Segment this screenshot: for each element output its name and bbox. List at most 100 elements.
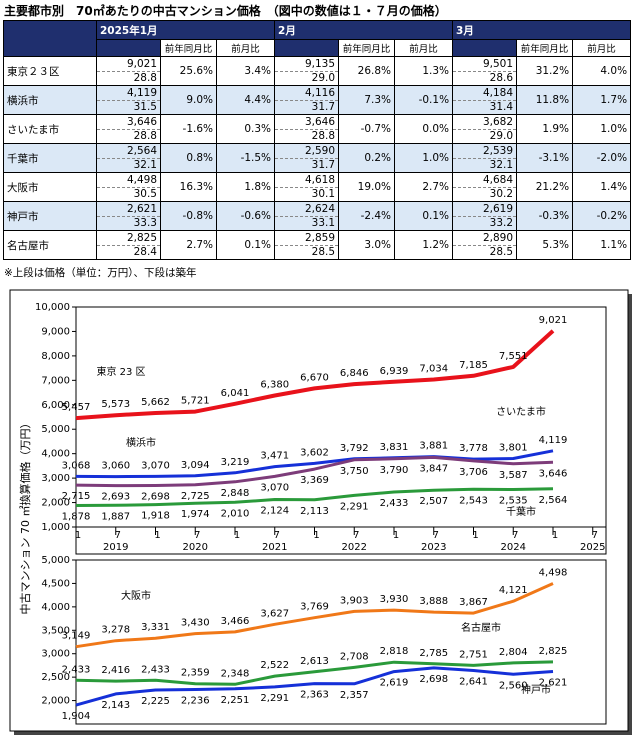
- mom-change: 1.4%: [572, 172, 632, 202]
- subheader: 前年同月比: [516, 39, 574, 57]
- building-age: 32.1: [133, 158, 157, 171]
- city-row: 名古屋市 2,825 28.4 2.7% 0.1% 2,859 28.5 3.0% 1.2% 2,…: [3, 230, 632, 260]
- data-label: 7,551: [499, 351, 528, 362]
- data-label: 2,715: [62, 491, 91, 502]
- data-label: 3,930: [380, 594, 409, 605]
- mom-change: 1.1%: [572, 230, 632, 260]
- city-name: 千葉市: [3, 143, 97, 173]
- data-label: 3,888: [419, 596, 448, 607]
- data-label: 2,619: [380, 678, 409, 689]
- data-label: 3,790: [380, 465, 409, 476]
- data-label: 2,363: [300, 690, 329, 701]
- header-row: 2025年1月 2月 3月: [3, 20, 632, 57]
- data-label: 5,573: [101, 399, 130, 410]
- data-label: 2,535: [499, 495, 528, 506]
- series-label: 横浜市: [126, 436, 156, 449]
- price-table: 2025年1月 2月 3月 前年同月比 前月比 前年同月比 前月比 前年同月比 前月比 東京２３区…: [3, 20, 632, 260]
- series-label: 名古屋市: [461, 621, 501, 634]
- price: 4,498: [97, 174, 160, 188]
- data-label: 3,471: [260, 451, 289, 462]
- price: 3,682: [453, 116, 517, 130]
- data-label: 2,564: [539, 495, 568, 506]
- price-age-cell: 2,539 32.1: [452, 143, 518, 173]
- price-age-cell: 4,684 30.2: [452, 172, 518, 202]
- city-name: 東京２３区: [3, 56, 97, 86]
- price-age-cell: 4,116 31.7: [274, 85, 340, 115]
- subheader-blank: [96, 39, 161, 57]
- x-tick-label: 7: [433, 530, 439, 541]
- yoy-change: 11.8%: [516, 85, 574, 115]
- yoy-change: -0.8%: [160, 201, 217, 231]
- mom-change: 2.7%: [394, 172, 454, 202]
- data-label: 3,060: [101, 461, 130, 472]
- building-age: 28.4: [133, 245, 157, 258]
- data-label: 2,621: [539, 677, 568, 688]
- price-age-cell: 2,619 33.2: [452, 201, 518, 231]
- price-age-cell: 3,682 29.0: [452, 114, 518, 144]
- data-label: 3,903: [340, 595, 369, 606]
- city-name: 横浜市: [3, 85, 97, 115]
- plot-area: [75, 559, 607, 725]
- building-age: 33.3: [133, 216, 157, 229]
- series-line: [75, 329, 555, 421]
- building-age: 33.2: [489, 216, 514, 229]
- series-line: [75, 487, 554, 507]
- data-label: 2,708: [340, 651, 369, 662]
- price: 9,135: [275, 58, 339, 72]
- data-label: 2,751: [459, 649, 488, 660]
- data-label: 6,380: [260, 379, 289, 390]
- x-tick-label: 1: [552, 530, 558, 541]
- x-tick-label: 7: [115, 530, 121, 541]
- data-label: 7,185: [459, 360, 488, 371]
- data-label: 2,825: [539, 646, 568, 657]
- data-label: 3,278: [101, 625, 130, 636]
- building-age: 29.0: [311, 71, 336, 84]
- data-label: 5,662: [141, 397, 170, 408]
- mom-change: 1.0%: [394, 143, 454, 173]
- data-label: 2,560: [499, 680, 528, 691]
- price-age-cell: 9,021 28.8: [96, 56, 161, 86]
- yoy-change: 0.2%: [338, 143, 396, 173]
- year-label: 2021: [262, 542, 287, 553]
- series-label: 大阪市: [121, 589, 151, 602]
- price-age-cell: 9,501 28.6: [452, 56, 518, 86]
- price: 4,119: [97, 87, 160, 101]
- y-tick-label: 7,000: [41, 375, 70, 386]
- building-age: 28.8: [133, 129, 157, 142]
- building-age: 31.5: [133, 100, 157, 113]
- data-label: 3,094: [181, 460, 210, 471]
- x-tick-label: 1: [472, 530, 478, 541]
- yoy-change: 5.3%: [516, 230, 574, 260]
- series-label: 東京 23 区: [96, 365, 145, 378]
- data-label: 6,670: [300, 372, 329, 383]
- data-label: 2,359: [181, 668, 210, 679]
- building-age: 30.1: [311, 187, 336, 200]
- data-label: 2,251: [221, 695, 250, 706]
- mom-change: 0.0%: [394, 114, 454, 144]
- y-tick-label: 2,500: [41, 672, 70, 683]
- series-line: [75, 660, 554, 686]
- data-label: 4,498: [539, 568, 568, 579]
- data-label: 3,792: [340, 443, 369, 454]
- price: 9,021: [97, 58, 160, 72]
- x-tick-label: 7: [512, 530, 518, 541]
- building-age: 28.8: [133, 71, 157, 84]
- data-label: 3,706: [459, 467, 488, 478]
- city-row: 大阪市 4,498 30.5 16.3% 1.8% 4,618 30.1 19.0% 2.7% 4…: [3, 172, 632, 202]
- data-label: 9,021: [539, 315, 568, 326]
- building-age: 30.5: [133, 187, 157, 200]
- yoy-change: 16.3%: [160, 172, 217, 202]
- data-label: 4,119: [539, 435, 568, 446]
- y-tick-label: 3,500: [41, 625, 70, 636]
- data-label: 4,121: [499, 585, 528, 596]
- month-header: 2025年1月: [95, 20, 276, 40]
- y-tick-label: 9,000: [41, 326, 70, 337]
- data-label: 3,847: [419, 463, 448, 474]
- y-tick-label: 8,000: [41, 351, 70, 362]
- y-tick-label: 6,000: [41, 400, 70, 411]
- data-label: 3,881: [419, 441, 448, 452]
- year-label: 2020: [183, 542, 208, 553]
- year-label: 2024: [501, 542, 526, 553]
- mom-change: 4.0%: [572, 56, 632, 86]
- data-label: 2,225: [141, 696, 170, 707]
